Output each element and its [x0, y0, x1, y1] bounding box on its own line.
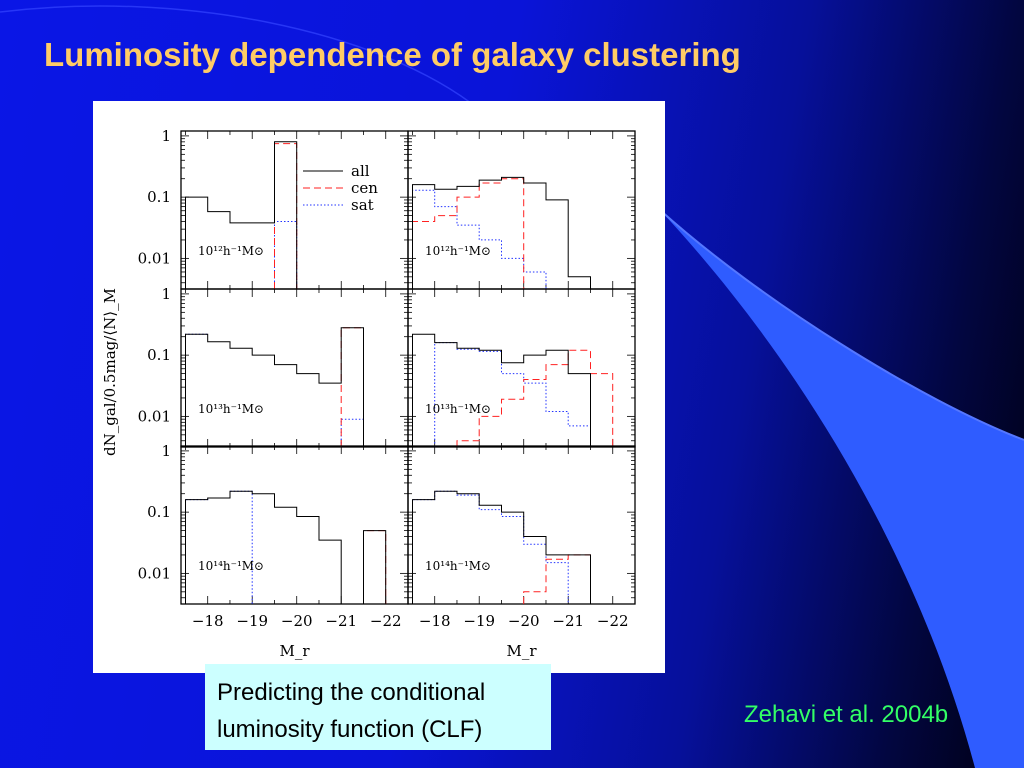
x-tick-label: −20: [281, 612, 313, 630]
histogram-cen: [340, 327, 364, 447]
legend-label-cen: cen: [351, 179, 378, 197]
histogram-cen: [523, 554, 591, 604]
caption-line-1: Predicting the conditional: [217, 679, 486, 706]
y-tick-label: 1: [161, 442, 171, 460]
histogram-all: [185, 490, 387, 605]
slide-title: Luminosity dependence of galaxy clusteri…: [44, 36, 741, 73]
y-tick-label: 0.1: [147, 188, 171, 206]
caption-box: Predicting the conditional luminosity fu…: [205, 664, 551, 750]
panel-frame: [407, 288, 636, 448]
x-tick-label: −19: [236, 612, 268, 630]
y-tick-label: 0.01: [138, 564, 171, 582]
y-tick-label: 0.01: [138, 407, 171, 425]
panel-frame: [180, 288, 409, 448]
x-axis-title: M_r: [279, 642, 310, 660]
x-tick-label: −22: [370, 612, 402, 630]
x-tick-label: −20: [508, 612, 540, 630]
caption-line-2: luminosity function (CLF): [217, 716, 483, 743]
panel-frame: [180, 130, 409, 290]
histogram-cen: [274, 143, 298, 289]
y-tick-label: 1: [161, 285, 171, 303]
x-tick-label: −21: [325, 612, 357, 630]
histogram-all: [185, 141, 298, 289]
y-tick-label: 1: [161, 127, 171, 145]
panel-frame: [180, 445, 409, 605]
panel-frame: [407, 130, 636, 290]
histogram-sat: [185, 490, 253, 604]
halo-mass-label: 10¹⁴h⁻¹M⊙: [425, 559, 491, 573]
halo-mass-label: 10¹²h⁻¹M⊙: [198, 244, 264, 258]
y-tick-label: 0.1: [147, 503, 171, 521]
histogram-cen: [412, 178, 525, 289]
y-axis-title: dN_gal/0.5mag/⟨N⟩_M: [101, 288, 119, 456]
histogram-all: [412, 176, 591, 289]
halo-mass-label: 10¹³h⁻¹M⊙: [198, 402, 264, 416]
histogram-cen: [456, 349, 614, 447]
y-tick-label: 0.1: [147, 346, 171, 364]
histogram-sat: [412, 490, 569, 604]
halo-mass-label: 10¹²h⁻¹M⊙: [425, 244, 491, 258]
histogram-all: [185, 327, 364, 447]
clf-histogram-grid: 1 0.1 0.01 10¹²h⁻¹M⊙ 10¹²h⁻¹M⊙ 1 0.1 0.01 10¹³h⁻…: [101, 127, 636, 660]
x-tick-label: −18: [192, 612, 224, 630]
histogram-sat: [412, 189, 547, 289]
histogram-all: [412, 333, 591, 447]
x-tick-label: −18: [419, 612, 451, 630]
histogram-all: [412, 490, 591, 604]
figure-panel: 1 0.1 0.01 10¹²h⁻¹M⊙ 10¹²h⁻¹M⊙ 1 0.1 0.01 10¹³h⁻…: [93, 101, 665, 673]
histogram-sat: [434, 342, 591, 447]
x-axis-title: M_r: [506, 642, 537, 660]
halo-mass-label: 10¹⁴h⁻¹M⊙: [198, 559, 264, 573]
x-tick-label: −22: [597, 612, 629, 630]
histogram-sat: [274, 221, 298, 289]
halo-mass-label: 10¹³h⁻¹M⊙: [425, 402, 491, 416]
y-tick-label: 0.01: [138, 249, 171, 267]
citation: Zehavi et al. 2004b: [744, 701, 949, 728]
x-tick-label: −21: [552, 612, 584, 630]
x-tick-label: −19: [463, 612, 495, 630]
legend-label-all: all: [351, 162, 370, 180]
histogram-sat: [185, 333, 364, 447]
histogram-cen: [363, 530, 387, 604]
panel-frame: [407, 445, 636, 605]
legend-label-sat: sat: [351, 196, 374, 214]
